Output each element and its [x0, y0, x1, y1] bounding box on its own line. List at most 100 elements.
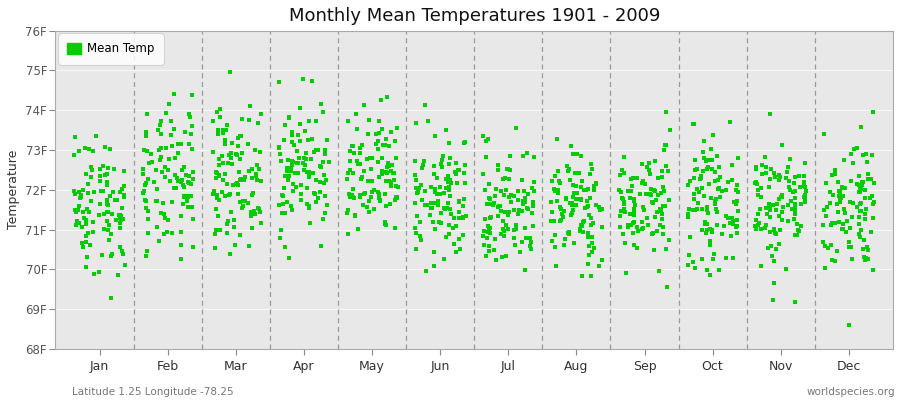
Point — [842, 225, 857, 231]
Point — [316, 109, 330, 116]
Point — [227, 224, 241, 230]
Point — [486, 200, 500, 206]
Point — [481, 136, 495, 142]
Point — [860, 159, 875, 165]
Point — [428, 226, 442, 233]
Point — [482, 225, 497, 231]
Point — [71, 220, 86, 226]
Point — [139, 252, 153, 259]
Point — [786, 189, 800, 196]
Point — [230, 152, 245, 158]
Y-axis label: Temperature: Temperature — [7, 150, 20, 230]
Point — [637, 207, 652, 214]
Point — [770, 201, 785, 208]
Point — [774, 194, 788, 200]
Point — [215, 153, 230, 160]
Point — [184, 130, 198, 137]
Point — [176, 194, 191, 200]
Point — [341, 169, 356, 176]
Point — [860, 244, 874, 250]
Point — [827, 258, 842, 264]
Point — [449, 159, 464, 166]
Point — [212, 113, 227, 120]
Point — [818, 265, 832, 271]
Point — [89, 133, 104, 139]
Point — [390, 125, 404, 132]
Point — [726, 220, 741, 227]
Point — [153, 122, 167, 128]
Point — [97, 211, 112, 217]
Point — [797, 192, 812, 198]
Point — [616, 231, 630, 237]
Point — [544, 198, 558, 205]
Point — [410, 212, 425, 219]
Point — [367, 206, 382, 212]
Point — [318, 151, 332, 158]
Point — [94, 252, 109, 258]
Point — [680, 211, 695, 218]
Point — [232, 176, 247, 183]
Point — [140, 198, 154, 204]
Point — [620, 224, 634, 230]
Point — [851, 189, 866, 195]
Point — [480, 201, 494, 207]
Point — [687, 190, 701, 197]
Point — [362, 198, 376, 204]
Point — [482, 226, 497, 233]
Point — [526, 179, 541, 185]
Point — [835, 184, 850, 190]
Point — [794, 222, 808, 229]
Point — [656, 188, 670, 194]
Point — [865, 152, 879, 159]
Point — [360, 204, 374, 210]
Point — [526, 210, 540, 217]
Point — [627, 212, 642, 218]
Point — [645, 199, 660, 205]
Point — [160, 167, 175, 174]
Point — [244, 209, 258, 216]
Point — [415, 197, 429, 204]
Point — [438, 176, 453, 182]
Point — [700, 210, 715, 216]
Point — [689, 206, 704, 212]
Point — [238, 198, 252, 204]
Point — [857, 254, 871, 260]
Point — [568, 183, 582, 189]
Point — [297, 155, 311, 161]
Point — [427, 171, 441, 177]
Point — [175, 166, 189, 173]
Point — [656, 224, 670, 230]
Point — [867, 199, 881, 206]
Point — [348, 111, 363, 118]
Point — [763, 207, 778, 213]
Point — [624, 188, 638, 195]
Point — [446, 215, 461, 221]
Point — [342, 157, 356, 164]
Point — [856, 246, 870, 252]
Point — [419, 202, 434, 208]
Point — [109, 217, 123, 224]
Point — [408, 224, 422, 231]
Point — [771, 241, 786, 247]
Point — [237, 203, 251, 210]
Point — [494, 230, 508, 237]
Point — [300, 184, 314, 191]
Point — [305, 136, 320, 142]
Point — [828, 167, 842, 173]
Point — [846, 200, 860, 206]
Point — [792, 172, 806, 179]
Point — [92, 212, 106, 219]
Point — [104, 230, 119, 237]
Point — [435, 157, 449, 164]
Point — [703, 238, 717, 244]
Point — [341, 191, 356, 198]
Point — [501, 212, 516, 218]
Point — [298, 161, 312, 168]
Point — [835, 225, 850, 232]
Point — [274, 227, 288, 234]
Point — [273, 151, 287, 158]
Point — [115, 248, 130, 254]
Point — [372, 195, 386, 202]
Point — [693, 176, 707, 182]
Point — [286, 181, 301, 188]
